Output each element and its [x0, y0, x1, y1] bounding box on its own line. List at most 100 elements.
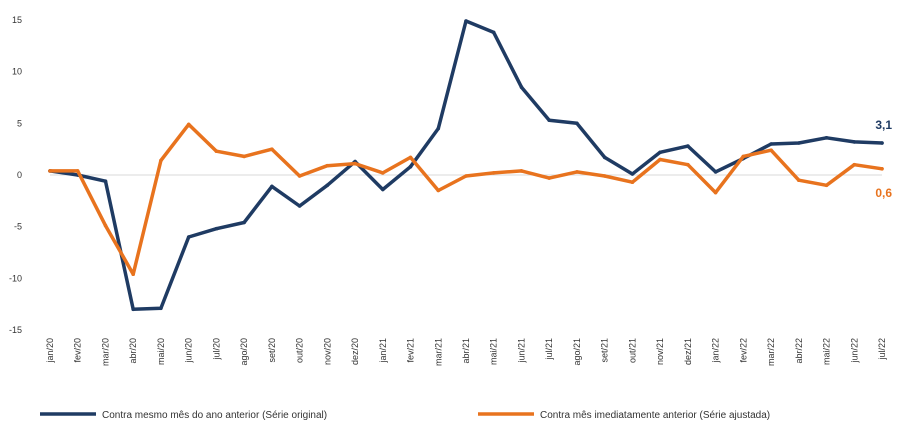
data-point [797, 141, 801, 145]
series-lines [48, 19, 884, 312]
data-point [491, 171, 496, 175]
data-point [797, 178, 801, 182]
x-tick-label: abr/21 [461, 338, 471, 364]
data-point [464, 19, 468, 23]
x-tick-label: jan/20 [45, 338, 55, 364]
data-point [824, 136, 829, 140]
end-labels: 3,1 0,6 [875, 118, 892, 200]
data-point [880, 167, 884, 171]
x-tick-label: dez/21 [683, 338, 693, 365]
data-point [602, 155, 607, 160]
data-point [880, 141, 884, 145]
data-point [186, 122, 191, 127]
x-tick-label: mar/21 [433, 338, 443, 366]
x-tick-label: ago/20 [239, 338, 249, 366]
data-point [547, 176, 551, 180]
x-axis: jan/20 fev/20 mar/20 abr/20 mai/20 jun/20 jul/… [45, 338, 887, 366]
data-point [547, 118, 551, 122]
data-point [242, 154, 246, 159]
y-tick-label: -15 [9, 325, 22, 335]
x-tick-label: fev/20 [73, 338, 83, 363]
legend-label: Contra mesmo mês do ano anterior (Série … [102, 410, 327, 421]
x-tick-label: mai/20 [156, 338, 166, 365]
x-tick-label: mai/21 [489, 338, 499, 365]
x-tick-label: jun/21 [516, 338, 526, 364]
data-point [713, 190, 718, 195]
data-point [575, 121, 579, 126]
x-tick-label: jun/20 [184, 338, 194, 364]
data-point [297, 204, 302, 208]
y-tick-label: 5 [17, 118, 22, 128]
data-point [214, 149, 219, 153]
data-point [602, 174, 607, 178]
x-tick-label: abr/20 [128, 338, 138, 364]
x-tick-label: set/21 [600, 338, 610, 363]
series-line-0 [48, 19, 884, 312]
x-tick-label: mar/20 [100, 338, 110, 366]
series-line-1 [48, 122, 884, 276]
x-tick-label: jul/20 [211, 338, 221, 361]
y-tick-label: -10 [9, 273, 22, 283]
x-tick-label: fev/22 [738, 338, 748, 363]
data-point [103, 179, 108, 183]
data-point [658, 157, 662, 162]
y-tick-label: -5 [14, 222, 22, 232]
x-tick-label: jan/21 [378, 338, 388, 364]
legend-label: Contra mês imediatamente anterior (Série… [540, 410, 770, 421]
data-point [686, 144, 690, 148]
x-tick-label: nov/20 [322, 338, 332, 365]
data-point [436, 188, 441, 193]
data-point [436, 126, 441, 131]
x-tick-label: out/20 [295, 338, 305, 363]
data-point [325, 163, 330, 168]
x-tick-label: ago/21 [572, 338, 582, 366]
data-point [519, 169, 524, 173]
data-point [325, 183, 330, 188]
data-point [713, 170, 718, 174]
data-point [630, 172, 635, 176]
data-point [159, 306, 163, 311]
data-point [630, 180, 635, 184]
y-tick-label: 15 [12, 15, 22, 25]
x-tick-label: jul/21 [544, 338, 554, 361]
y-tick-label: 10 [12, 67, 22, 77]
y-axis: 15 10 5 0 -5 -10 -15 [9, 15, 22, 335]
data-point [131, 272, 135, 277]
data-point [381, 171, 385, 175]
data-point [353, 161, 357, 166]
series-end-label: 0,6 [875, 186, 892, 200]
data-point [658, 150, 662, 155]
data-point [242, 220, 246, 225]
data-point [824, 183, 829, 188]
data-point [852, 140, 857, 144]
x-tick-label: mar/22 [766, 338, 776, 366]
data-point [297, 174, 302, 178]
x-tick-label: fev/21 [406, 338, 416, 363]
data-point [491, 30, 496, 35]
data-point [408, 164, 413, 169]
x-tick-label: nov/21 [655, 338, 665, 365]
data-point [741, 154, 746, 159]
x-tick-label: jul/22 [877, 338, 887, 361]
data-point [519, 85, 524, 89]
data-point [769, 142, 773, 146]
y-tick-label: 0 [17, 170, 22, 180]
data-point [408, 155, 413, 160]
data-point [852, 162, 857, 167]
data-point [48, 169, 52, 173]
series-end-label: 3,1 [875, 118, 892, 132]
data-point [103, 223, 108, 228]
x-tick-label: jan/22 [711, 338, 721, 364]
data-point [575, 170, 579, 174]
data-point [131, 307, 135, 312]
data-point [214, 226, 219, 231]
x-tick-label: abr/22 [794, 338, 804, 364]
x-tick-label: set/20 [267, 338, 277, 363]
legend: Contra mesmo mês do ano anterior (Série … [40, 410, 770, 421]
data-point [270, 184, 274, 189]
x-tick-label: out/21 [627, 338, 637, 363]
data-point [159, 158, 163, 163]
data-point [381, 187, 385, 192]
data-point [270, 147, 274, 151]
